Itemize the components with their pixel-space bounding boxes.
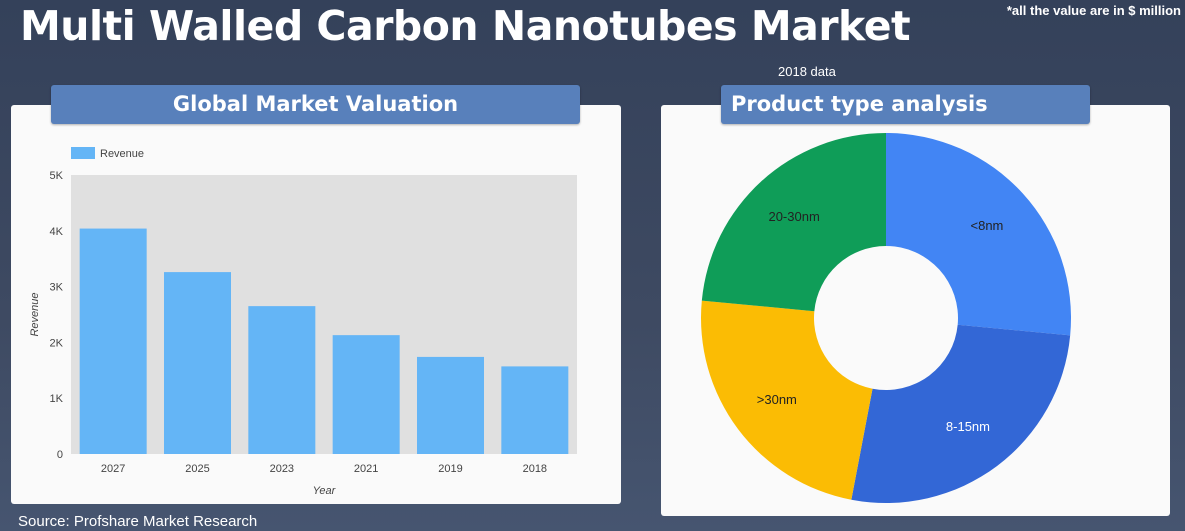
chart-subtitle: 2018 data <box>778 64 836 79</box>
slice-label: 20-30nm <box>768 209 819 224</box>
slice-label: <8nm <box>971 218 1004 233</box>
donut-slice <box>701 300 873 500</box>
x-axis-label: Year <box>313 485 337 497</box>
bar <box>79 228 147 454</box>
slice-label: >30nm <box>757 392 797 407</box>
y-axis-label: Revenue <box>29 292 41 336</box>
y-tick-label: 0 <box>57 449 63 461</box>
y-tick-label: 4K <box>50 226 64 238</box>
bar <box>501 366 569 454</box>
x-tick-label: 2023 <box>270 463 294 475</box>
x-tick-label: 2018 <box>523 463 547 475</box>
bar-chart: 0 1K 2K 3K 4K 5K 2027 2025 2023 2021 2019 2018 Year R… <box>29 147 577 497</box>
bar <box>248 306 316 454</box>
bar-chart-title: Global Market Valuation <box>51 85 580 124</box>
bar <box>164 272 231 454</box>
page-title: Multi Walled Carbon Nanotubes Market <box>20 2 911 50</box>
x-tick-label: 2021 <box>354 463 378 475</box>
bar <box>332 335 400 454</box>
x-tick-label: 2027 <box>101 463 125 475</box>
legend-swatch <box>71 147 95 159</box>
donut-chart-title: Product type analysis <box>721 85 1090 124</box>
bar-chart-panel: 0 1K 2K 3K 4K 5K 2027 2025 2023 2021 2019 2018 Year R… <box>11 105 621 504</box>
donut-chart-panel: <8nm 8-15nm >30nm 20-30nm <box>661 105 1170 516</box>
legend-label: Revenue <box>100 148 144 160</box>
slice-label: 8-15nm <box>946 419 990 434</box>
units-note: *all the value are in $ million <box>1006 3 1181 18</box>
x-tick-label: 2025 <box>185 463 209 475</box>
y-tick-label: 5K <box>50 170 64 182</box>
x-tick-label: 2019 <box>438 463 462 475</box>
bar <box>417 356 484 454</box>
y-tick-label: 2K <box>50 337 64 349</box>
y-tick-label: 3K <box>50 282 64 294</box>
source-note: Source: Profshare Market Research <box>18 513 258 530</box>
donut-slice <box>851 324 1071 503</box>
donut-slice <box>701 133 886 312</box>
y-tick-label: 1K <box>50 393 64 405</box>
donut-slice <box>886 133 1071 336</box>
plot-area <box>71 175 577 454</box>
donut-chart: <8nm 8-15nm >30nm 20-30nm <box>701 133 1071 503</box>
